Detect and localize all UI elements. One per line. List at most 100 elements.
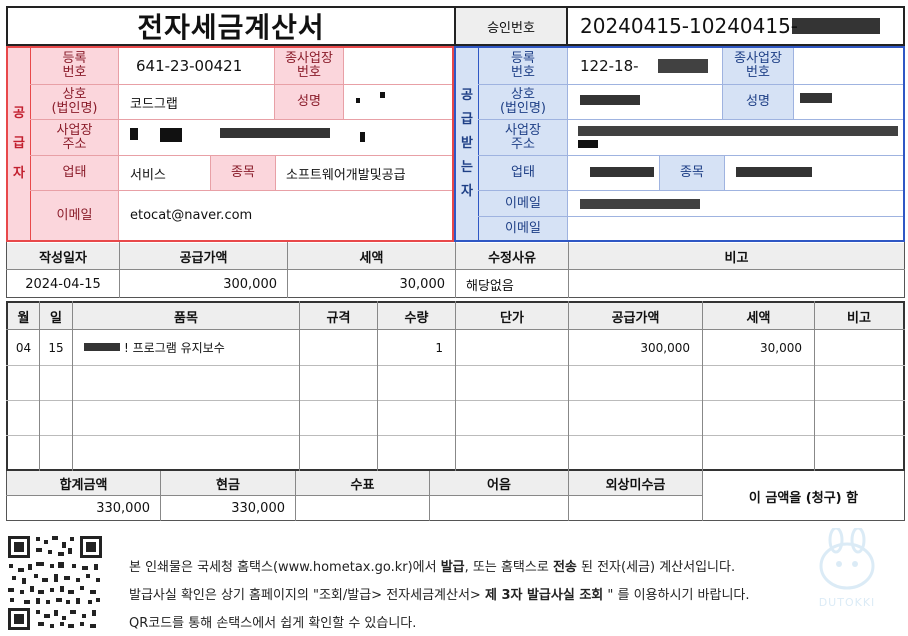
summary-header-note: 비고 — [724, 250, 749, 266]
items-header-unit: 단가 — [500, 310, 524, 326]
footer-line-1: 본 인쇄물은 국세청 홈택스(www.hometax.go.kr)에서 발급, … — [129, 556, 849, 575]
redaction-mark — [578, 126, 898, 136]
redaction-mark — [590, 167, 654, 177]
redaction-mark — [658, 59, 708, 73]
footer-line-2: 발급사실 확인은 상기 홈페이지의 "조회/발급> 전자세금계산서> 제 3자 … — [129, 584, 849, 603]
supplier-email-value: etocat@naver.com — [130, 208, 253, 223]
footer-text: 발급사실 확인은 상기 홈페이지의 "조회/발급> 전자세금계산서> — [129, 588, 485, 603]
supplier-email-label: 이메일 — [31, 191, 118, 240]
summary-date: 2024-04-15 — [25, 276, 101, 292]
items-header-supply: 공급가액 — [611, 310, 660, 326]
footer-text: , 또는 홈택스로 — [464, 560, 553, 575]
receiver-biz-type-label: 업태 — [479, 156, 567, 190]
supplier-reg-number: 641-23-00421 — [136, 57, 243, 75]
summary-note — [569, 270, 904, 298]
supplier-reg-label: 등록 번호 — [31, 48, 118, 84]
totals-header-bill: 어음 — [487, 477, 511, 493]
supplier-address-label: 사업장 주소 — [31, 120, 118, 155]
totals-credit-value — [569, 496, 702, 521]
summary-supply-amount: 300,000 — [223, 276, 277, 292]
supplier-side-label: 공 급 자 — [8, 48, 30, 240]
items-header-month: 월 — [17, 310, 30, 326]
item-qty: 1 — [435, 340, 443, 355]
item-note — [815, 330, 903, 365]
supplier-branch-label: 종사업장 번호 — [275, 48, 343, 84]
items-header-note: 비고 — [847, 310, 871, 326]
footer-text: " 를 이용하시기 바랍니다. — [603, 588, 750, 603]
summary-header-reason: 수정사유 — [488, 250, 536, 266]
footer-text: 된 전자(세금) 계산서입니다. — [576, 560, 736, 575]
footer-text-bold: 제 3자 발급사실 조회 — [484, 588, 604, 603]
watermark-text: DUTOKKI — [818, 596, 876, 609]
totals-header-check: 수표 — [350, 477, 375, 493]
summary-reason: 해당없음 — [466, 278, 514, 294]
redaction-mark — [380, 92, 385, 98]
summary-header-supply: 공급가액 — [179, 250, 228, 266]
summary-header-tax: 세액 — [359, 250, 384, 266]
totals-header-total: 합계금액 — [59, 477, 108, 493]
footer-text-bold: 전송 — [552, 560, 577, 575]
redaction-mark — [360, 132, 365, 142]
receiver-address-label: 사업장 주소 — [479, 120, 567, 155]
supplier-item-label: 종목 — [211, 156, 275, 190]
item-tax: 30,000 — [760, 340, 802, 355]
item-month: 04 — [15, 340, 32, 355]
approval-number-label: 승인번호 — [456, 8, 566, 44]
supplier-biz-type-label: 업태 — [31, 156, 118, 190]
items-header-tax: 세액 — [746, 310, 771, 326]
receiver-email-label-2: 이메일 — [479, 217, 567, 240]
items-header-qty: 수량 — [404, 310, 429, 326]
receiver-block — [454, 46, 905, 242]
footer-line-3: QR코드를 통해 손택스에서 쉽게 확인할 수 있습니다. — [129, 616, 417, 631]
totals-header-cash: 현금 — [216, 477, 240, 493]
supplier-item-value: 소프트웨어개발및공급 — [286, 167, 406, 183]
supplier-biz-type-value: 서비스 — [130, 167, 166, 183]
items-header-name: 품목 — [174, 310, 198, 326]
footer-text-bold: 발급 — [440, 560, 465, 575]
item-unit-price — [456, 330, 568, 365]
items-header-spec: 규격 — [326, 310, 351, 326]
totals-check-value — [296, 496, 429, 521]
redaction-mark — [792, 18, 880, 34]
receiver-side-label: 공 급 받 는 자 — [456, 48, 478, 240]
totals-cash-value: 330,000 — [231, 501, 285, 516]
supplier-name-value: 코드그랩 — [130, 96, 178, 112]
item-supply: 300,000 — [640, 340, 690, 355]
supplier-block — [6, 46, 454, 242]
qr-code — [6, 534, 104, 632]
supplier-ceo-label: 성명 — [275, 85, 343, 119]
totals-table — [6, 471, 905, 521]
claim-text: 이 금액을 (청구) 함 — [748, 491, 859, 506]
summary-tax-amount: 30,000 — [399, 276, 446, 292]
receiver-reg-label: 등록 번호 — [479, 48, 567, 84]
receiver-ceo-label: 성명 — [723, 85, 793, 119]
redaction-mark — [84, 343, 120, 351]
receiver-branch-label: 종사업장 번호 — [723, 48, 793, 84]
redaction-mark — [578, 140, 598, 148]
document-title: 전자세금계산서 — [137, 11, 325, 44]
redaction-mark — [160, 128, 182, 142]
qr-code-graphic — [6, 534, 104, 632]
redaction-mark — [130, 128, 138, 140]
redaction-mark — [800, 93, 832, 103]
supplier-name-label: 상호 (법인명) — [31, 85, 118, 119]
receiver-item-label: 종목 — [660, 156, 724, 190]
redaction-mark — [220, 128, 330, 138]
watermark-logo: DUTOKKI — [812, 526, 882, 610]
redaction-mark — [736, 167, 812, 177]
redaction-mark — [580, 199, 700, 209]
redaction-mark — [580, 95, 640, 105]
items-header-day: 일 — [50, 310, 62, 326]
footer-text: 본 인쇄물은 국세청 홈택스(www.hometax.go.kr)에서 — [129, 560, 441, 575]
item-day: 15 — [48, 340, 64, 355]
supplier-branch-value — [344, 48, 452, 84]
receiver-name-label: 상호 (법인명) — [479, 85, 567, 119]
item-name: ! 프로그램 유지보수 — [124, 341, 225, 355]
item-spec — [300, 330, 377, 365]
rabbit-icon — [819, 526, 875, 590]
approval-number: 20240415-10240415- — [580, 14, 799, 38]
summary-header-date: 작성일자 — [39, 250, 87, 266]
receiver-reg-number: 122-18- — [580, 57, 639, 75]
totals-total-value: 330,000 — [96, 501, 150, 516]
receiver-email-label-1: 이메일 — [479, 191, 567, 216]
